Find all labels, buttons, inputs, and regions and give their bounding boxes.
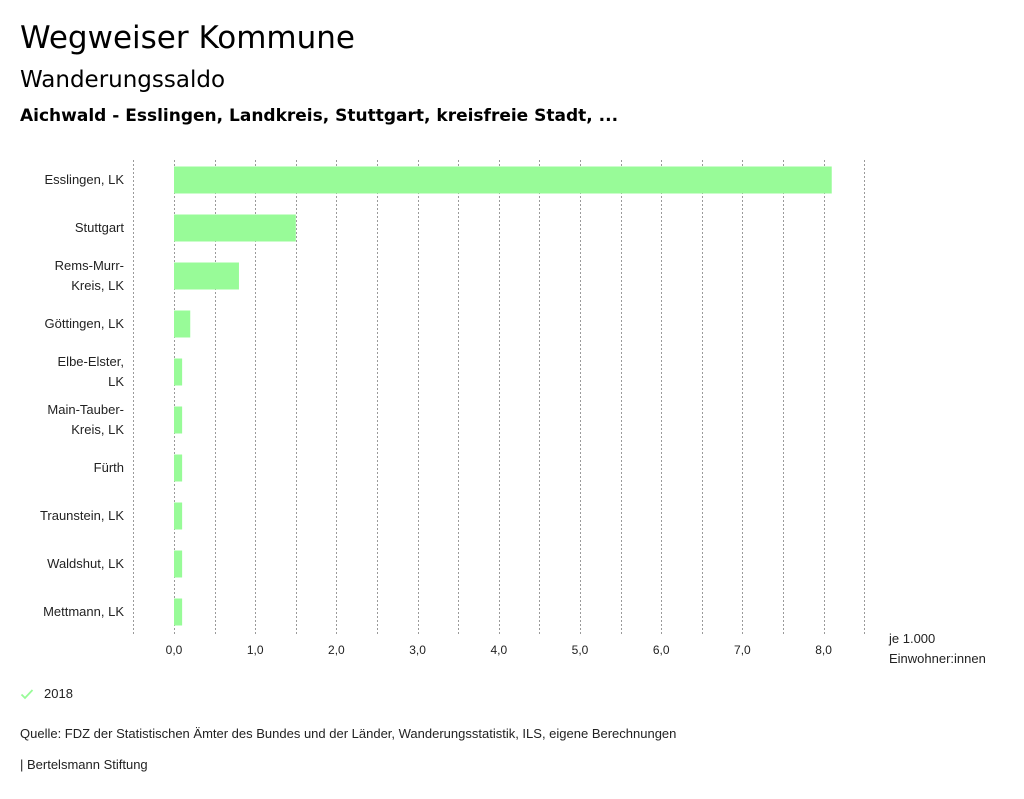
category-label-2-line-1: Kreis, LK — [71, 278, 124, 293]
category-label-5-line-0: Main-Tauber- — [47, 402, 124, 417]
category-label-7-line-0: Traunstein, LK — [40, 508, 124, 523]
bar-8[interactable] — [174, 550, 183, 578]
bar-4[interactable] — [174, 358, 183, 386]
category-label-2: Rems-Murr- Kreis, LK — [55, 258, 125, 293]
x-tick-label-4: 4,0 — [490, 643, 507, 657]
x-tick-label-6: 6,0 — [653, 643, 670, 657]
category-label-4-line-0: Elbe-Elster, — [58, 354, 124, 369]
category-label-0-line-0: Esslingen, LK — [45, 172, 125, 187]
category-label-4: Elbe-Elster, LK — [58, 354, 125, 389]
bar-9[interactable] — [174, 598, 183, 626]
category-label-0: Esslingen, LK — [45, 172, 125, 187]
category-label-8-line-0: Waldshut, LK — [47, 556, 124, 571]
x-tick-labels: 0,0 1,0 2,0 3,0 4,0 5,0 6,0 7,0 8,0 — [166, 643, 833, 657]
bar-5[interactable] — [174, 406, 183, 434]
bars — [174, 166, 832, 626]
category-label-6: Fürth — [94, 460, 124, 475]
x-tick-label-8: 8,0 — [815, 643, 832, 657]
x-axis-unit-line-2: Einwohner:innen — [889, 651, 986, 666]
x-tick-label-2: 2,0 — [328, 643, 345, 657]
category-label-7: Traunstein, LK — [40, 508, 124, 523]
legend[interactable]: 2018 — [20, 686, 73, 701]
credit-note: | Bertelsmann Stiftung — [20, 757, 148, 772]
bar-6[interactable] — [174, 454, 183, 482]
category-label-4-line-1: LK — [108, 374, 124, 389]
bar-2[interactable] — [174, 262, 239, 290]
x-axis-unit-line-1: je 1.000 — [889, 631, 936, 646]
category-label-6-line-0: Fürth — [94, 460, 124, 475]
bar-1[interactable] — [174, 214, 296, 242]
x-tick-label-1: 1,0 — [247, 643, 264, 657]
category-label-1-line-0: Stuttgart — [75, 220, 125, 235]
category-label-9: Mettmann, LK — [43, 604, 124, 619]
region-context: Aichwald - Esslingen, Landkreis, Stuttga… — [20, 106, 619, 126]
category-label-3: Göttingen, LK — [45, 316, 125, 331]
category-label-2-line-0: Rems-Murr- — [55, 258, 124, 273]
page-title: Wegweiser Kommune — [20, 20, 355, 56]
x-tick-label-7: 7,0 — [734, 643, 751, 657]
source-note: Quelle: FDZ der Statistischen Ämter des … — [20, 726, 677, 741]
chart-subtitle: Wanderungssaldo — [20, 67, 226, 93]
x-tick-label-5: 5,0 — [572, 643, 589, 657]
category-label-3-line-0: Göttingen, LK — [45, 316, 125, 331]
legend-label: 2018 — [44, 686, 73, 701]
x-tick-label-3: 3,0 — [409, 643, 426, 657]
category-labels: Esslingen, LK Stuttgart Rems-Murr- Kreis, L… — [40, 172, 124, 619]
category-label-5: Main-Tauber- Kreis, LK — [47, 402, 124, 437]
category-label-9-line-0: Mettmann, LK — [43, 604, 124, 619]
checkmark-icon[interactable] — [20, 687, 34, 701]
category-label-5-line-1: Kreis, LK — [71, 422, 124, 437]
x-tick-label-0: 0,0 — [166, 643, 183, 657]
x-axis-unit: je 1.000 Einwohner:innen — [889, 629, 1019, 669]
bar-7[interactable] — [174, 502, 183, 530]
category-label-8: Waldshut, LK — [47, 556, 124, 571]
grid-lines — [133, 160, 865, 636]
bar-0[interactable] — [174, 166, 832, 194]
bar-3[interactable] — [174, 310, 191, 338]
category-label-1: Stuttgart — [75, 220, 125, 235]
